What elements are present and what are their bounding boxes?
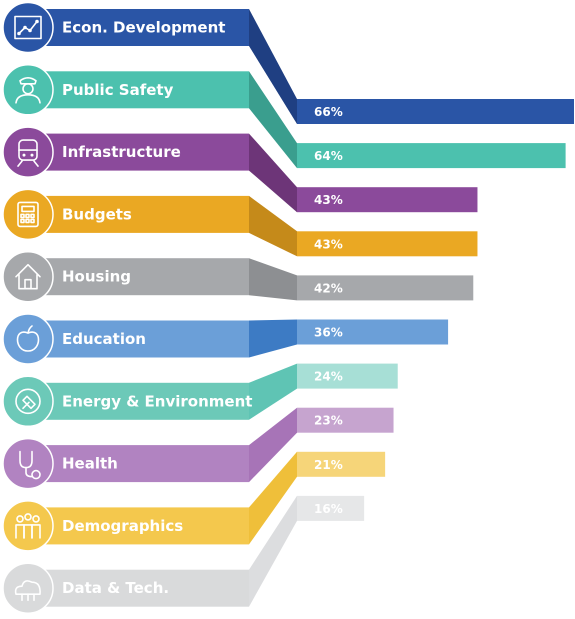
bar-data-and-tech	[297, 495, 365, 521]
people-group-icon	[15, 513, 41, 539]
value-label-econ-development: 66%	[314, 105, 343, 119]
category-label-education: Education	[62, 330, 146, 348]
value-label-data-and-tech: 16%	[314, 502, 343, 516]
bar-energy-and-environment	[297, 363, 398, 389]
value-label-public-safety: 64%	[314, 149, 343, 163]
category-label-demographics: Demographics	[62, 517, 183, 535]
plug-icon	[15, 388, 41, 415]
icon-circle-infrastructure	[2, 126, 54, 178]
apple-icon	[16, 325, 40, 352]
category-label-data-and-tech: Data & Tech.	[62, 579, 169, 597]
line-chart-icon	[14, 15, 42, 40]
house-icon	[15, 263, 41, 290]
icon-circle-econ-development	[2, 1, 54, 54]
value-label-housing: 42%	[314, 281, 343, 295]
category-band-education	[28, 320, 249, 358]
connector-education	[249, 319, 297, 358]
category-band-data-and-tech	[28, 569, 249, 607]
connector-econ-development	[249, 9, 297, 124]
icon-circle-health	[2, 437, 54, 490]
category-band-budgets	[28, 195, 249, 233]
bar-infrastructure	[297, 187, 478, 213]
category-band-econ-development	[28, 9, 249, 46]
category-band-energy-and-environment	[28, 382, 249, 420]
icon-circle-public-safety	[2, 64, 54, 116]
icon-circle-demographics	[2, 500, 54, 552]
value-label-demographics: 21%	[314, 458, 343, 472]
icon-circle-data-and-tech	[2, 562, 54, 614]
icon-circle-housing	[2, 250, 54, 303]
connector-energy-and-environment	[249, 363, 297, 420]
train-icon	[17, 139, 39, 167]
category-label-energy-and-environment: Energy & Environment	[62, 392, 252, 410]
connector-demographics	[249, 451, 297, 545]
bar-public-safety	[297, 143, 566, 169]
value-label-education: 36%	[314, 326, 343, 340]
icon-circle-energy-and-environment	[2, 375, 54, 428]
category-band-infrastructure	[28, 133, 249, 171]
value-label-budgets: 43%	[314, 237, 343, 251]
connector-public-safety	[249, 71, 297, 169]
stethoscope-icon	[19, 450, 41, 480]
bar-econ-development	[297, 99, 574, 124]
bar-demographics	[297, 451, 386, 477]
connector-health	[249, 407, 297, 483]
category-label-infrastructure: Infrastructure	[62, 143, 181, 161]
cloud-network-icon	[14, 580, 41, 602]
bar-budgets	[297, 231, 478, 257]
bar-education	[297, 319, 449, 345]
category-band-health	[28, 445, 249, 483]
category-band-demographics	[28, 507, 249, 545]
connector-infrastructure	[249, 133, 297, 213]
value-label-infrastructure: 43%	[314, 193, 343, 207]
category-label-public-safety: Public Safety	[62, 81, 174, 99]
connector-budgets	[249, 195, 297, 257]
value-label-health: 23%	[314, 414, 343, 428]
category-label-budgets: Budgets	[62, 205, 132, 223]
category-label-health: Health	[62, 455, 118, 473]
bar-housing	[297, 275, 474, 301]
connector-data-and-tech	[249, 495, 297, 607]
connector-housing	[249, 258, 297, 301]
bar-health	[297, 407, 394, 433]
value-label-energy-and-environment: 24%	[314, 370, 343, 384]
category-band-public-safety	[28, 71, 249, 109]
icon-circle-education	[2, 313, 54, 365]
category-label-econ-development: Econ. Development	[62, 19, 225, 37]
calculator-icon	[17, 201, 39, 228]
police-officer-icon	[15, 77, 41, 104]
category-label-housing: Housing	[62, 268, 131, 286]
category-band-housing	[28, 258, 249, 296]
